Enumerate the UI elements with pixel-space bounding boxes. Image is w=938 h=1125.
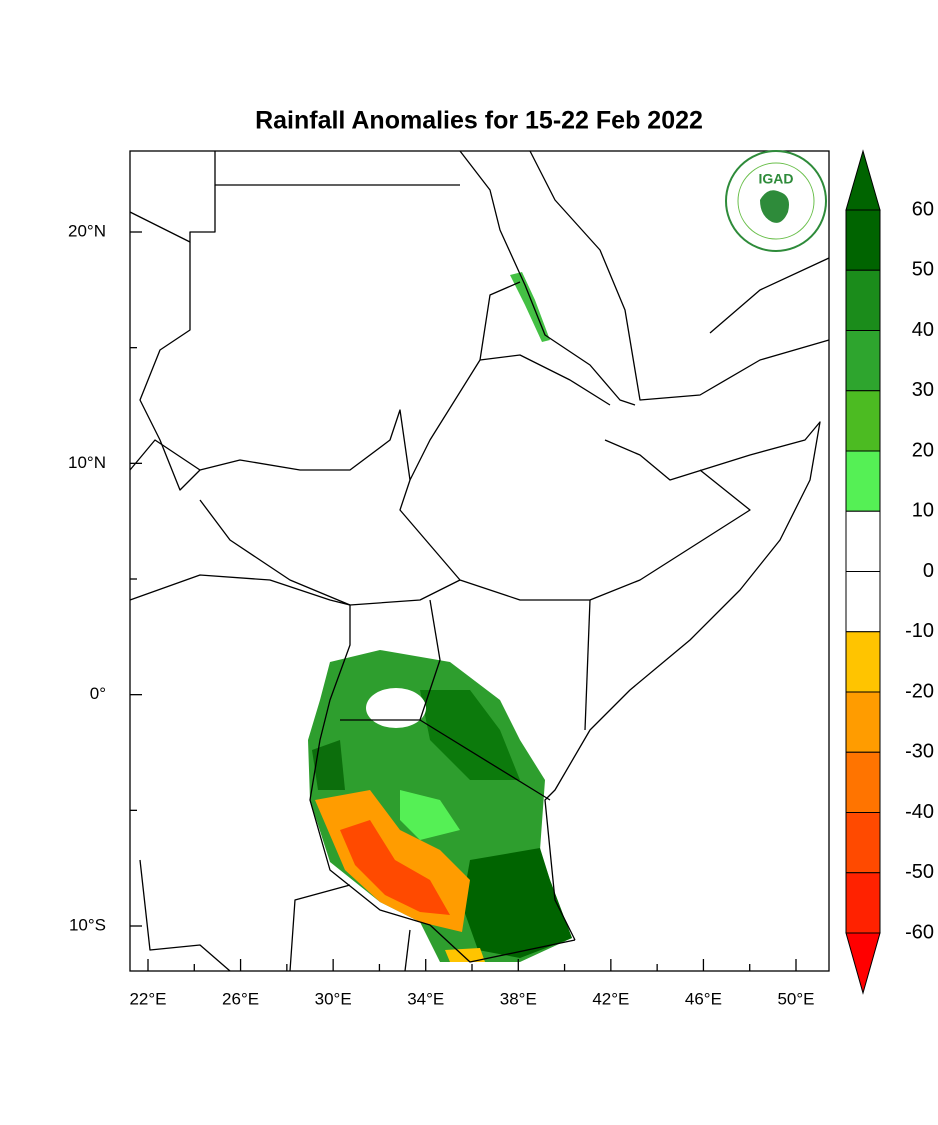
rain-eritrea [510,272,550,342]
x-tick-label: 50°E [777,989,814,1008]
y-tick-label: 20°N [68,221,106,240]
colorbar-box [845,812,881,874]
map-title: Rainfall Anomalies for 15-22 Feb 2022 [255,107,703,135]
x-tick-label: 26°E [222,989,259,1008]
colorbar-label: 30 [912,379,934,401]
rain-red [340,820,450,915]
colorbar-top-triangle [845,149,881,211]
rain-darkgreen [312,740,345,790]
colorbar-box [845,390,881,452]
borders [129,150,830,972]
colorbar-box [845,209,881,271]
colorbar-label: 40 [912,319,934,341]
colorbar-label: -10 [905,620,934,642]
x-tick-label: 30°E [315,989,352,1008]
x-tick-label: 22°E [129,989,166,1008]
colorbar-bottom-triangle [845,932,881,995]
lake-victoria [366,688,426,728]
rain-lightgreen [400,790,460,840]
logo-inner-ring [737,162,815,240]
map-area [129,150,830,972]
colorbar-box [845,872,881,934]
x-tick-label: 38°E [500,989,537,1008]
colorbar-label: -60 [905,921,934,943]
map-frame [129,150,830,972]
y-tick-label: 0° [90,684,106,703]
colorbar-box [845,691,881,753]
colorbar-box [845,571,881,633]
colorbar-label: -20 [905,680,934,702]
colorbar-label: 20 [912,439,934,461]
rain-yellow [445,948,485,962]
colorbar-box [845,269,881,331]
colorbar-label: -40 [905,801,934,823]
rain-darkgreen [462,848,572,958]
colorbar-label: 50 [912,259,934,281]
logo-africa [760,190,789,223]
colorbar-box [845,510,881,572]
colorbar-box [845,330,881,392]
igad-logo: IGAD [725,150,827,252]
x-tick-label: 46°E [685,989,722,1008]
colorbar-label: -50 [905,861,934,883]
y-tick-label: 10°N [68,453,106,472]
y-tick-label: 10°S [69,915,106,934]
colorbar-label: 10 [912,500,934,522]
logo-text: IGAD [759,171,794,187]
x-tick-label: 34°E [407,989,444,1008]
colorbar-label: 0 [923,560,934,582]
colorbar: 60 50 40 30 20 10 0 -10 -20 -30 -40 -50 -60 [845,149,934,995]
colorbar-box [845,751,881,813]
colorbar-label: 60 [912,198,934,220]
colorbar-label: -30 [905,741,934,763]
x-tick-label: 42°E [592,989,629,1008]
colorbar-box [845,631,881,693]
axis-ticks: 22°E 26°E 30°E 34°E 38°E 42°E 46°E 50°E 20°N 10°N… [68,221,815,1008]
rain-darkgreen [420,690,520,780]
colorbar-box [845,450,881,512]
